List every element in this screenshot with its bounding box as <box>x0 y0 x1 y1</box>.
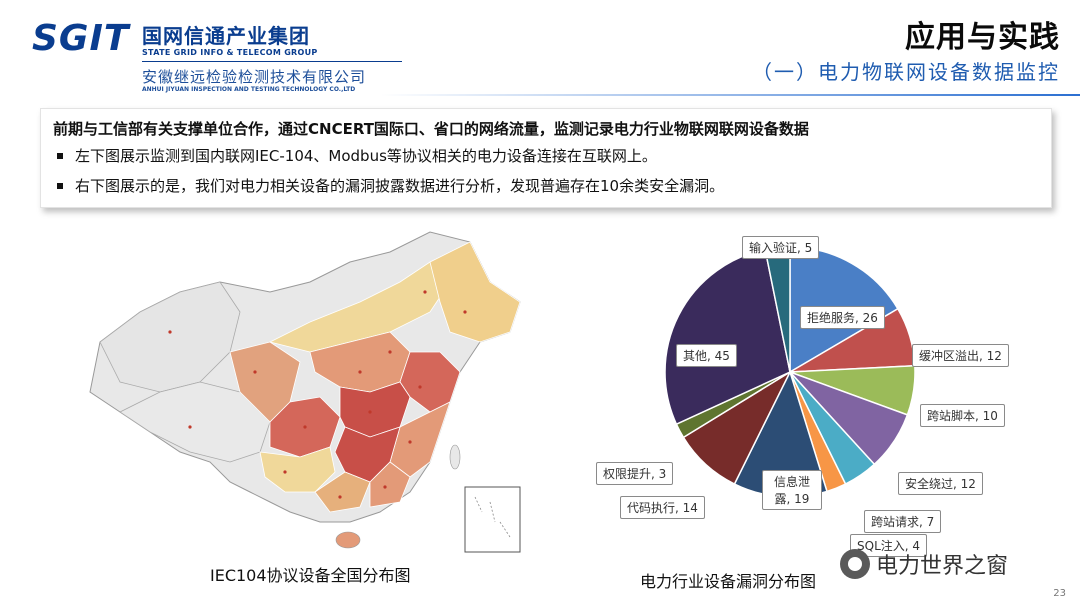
summary-bullet: 左下图展示监测到国内联网IEC-104、Modbus等协议相关的电力设备连接在互… <box>53 141 1039 171</box>
map-caption: IEC104协议设备全国分布图 <box>210 566 411 585</box>
summary-bullet: 右下图展示的是，我们对电力相关设备的漏洞披露数据进行分析，发现普遍存在10余类安… <box>53 171 1039 201</box>
logo-company-name-en: STATE GRID INFO & TELECOM GROUP <box>142 48 318 57</box>
pie-caption: 电力行业设备漏洞分布图 <box>640 572 817 591</box>
vulnerability-pie-chart <box>590 222 1050 562</box>
pie-label-buffer-overflow: 缓冲区溢出, 12 <box>912 344 1009 367</box>
summary-heading: 前期与工信部有关支撑单位合作，通过CNCERT国际口、省口的网络流量，监测记录电… <box>53 120 809 138</box>
page-number: 23 <box>1053 588 1066 599</box>
china-distribution-map <box>70 222 540 562</box>
company-logo: SGIT 国网信通产业集团 STATE GRID INFO & TELECOM … <box>24 14 404 104</box>
pie-label-csrf: 跨站请求, 7 <box>864 510 942 533</box>
pie-label-other: 其他, 45 <box>676 344 737 367</box>
pie-label-info-leak: 信息泄露, 19 <box>762 470 822 510</box>
pie-slice-9 <box>664 248 791 426</box>
map-region-yunnan <box>259 446 336 493</box>
slide-title: 应用与实践 <box>905 20 1060 55</box>
wechat-icon <box>840 549 870 579</box>
pie-label-privilege-escalation: 权限提升, 3 <box>596 462 674 485</box>
sgit-logo-mark: SGIT <box>32 18 130 59</box>
map-south-sea-inset <box>464 486 521 553</box>
map-inset-dashes <box>474 496 511 538</box>
map-capital-dots <box>168 290 467 499</box>
pie-label-sql-injection: SQL注入, 4 <box>850 534 928 557</box>
logo-subsidiary-name: 安徽继远检验检测技术有限公司 <box>142 68 367 86</box>
china-map-graphic <box>89 231 521 553</box>
map-region-tibet <box>119 381 271 463</box>
slide-subtitle: （一）电力物联网设备数据监控 <box>752 60 1060 84</box>
map-region-hainan <box>335 531 361 549</box>
header-divider <box>380 94 1080 96</box>
pie-label-denial-of-service: 拒绝服务, 26 <box>800 306 885 329</box>
pie-label-code-execution: 代码执行, 14 <box>620 496 705 519</box>
map-region-west <box>99 281 241 393</box>
summary-textbox: 前期与工信部有关支撑单位合作，通过CNCERT国际口、省口的网络流量，监测记录电… <box>40 108 1052 208</box>
map-region-taiwan <box>449 444 461 470</box>
map-region-guangxi <box>314 471 371 513</box>
logo-divider <box>142 61 402 62</box>
logo-company-name: 国网信通产业集团 <box>142 24 310 48</box>
logo-subsidiary-name-en: ANHUI JIYUAN INSPECTION AND TESTING TECH… <box>142 86 356 93</box>
map-region-guangdong <box>369 461 411 508</box>
pie-label-input-validation: 输入验证, 5 <box>742 236 820 259</box>
pie-label-security-bypass: 安全绕过, 12 <box>898 472 983 495</box>
watermark-text: 电力世界之窗 <box>876 554 1009 579</box>
pie-label-xss: 跨站脚本, 10 <box>920 404 1005 427</box>
watermark: 电力世界之窗 <box>840 548 1008 580</box>
map-region-northeast <box>429 241 521 343</box>
pie-chart-svg <box>664 246 916 498</box>
